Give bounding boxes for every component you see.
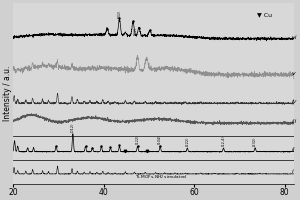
Text: vi: vi bbox=[291, 35, 297, 40]
Text: (122): (122) bbox=[136, 135, 140, 144]
Text: (202): (202) bbox=[118, 10, 122, 18]
Text: (12-4): (12-4) bbox=[221, 135, 226, 146]
Text: (212): (212) bbox=[133, 27, 137, 35]
Text: v: v bbox=[291, 71, 295, 76]
Text: ii: ii bbox=[291, 147, 295, 152]
Y-axis label: Intensity / a.u.: Intensity / a.u. bbox=[3, 66, 12, 121]
Text: ▼ Cu: ▼ Cu bbox=[257, 12, 272, 17]
Text: (232): (232) bbox=[253, 136, 257, 146]
Text: iii: iii bbox=[291, 119, 297, 124]
Text: (012): (012) bbox=[71, 122, 75, 132]
Text: (222): (222) bbox=[185, 137, 189, 146]
Text: iv: iv bbox=[291, 99, 297, 104]
Text: (104): (104) bbox=[158, 135, 162, 144]
Text: Ti-MOFs-NH$_2$ simulated: Ti-MOFs-NH$_2$ simulated bbox=[135, 173, 188, 181]
Text: i: i bbox=[291, 169, 293, 174]
